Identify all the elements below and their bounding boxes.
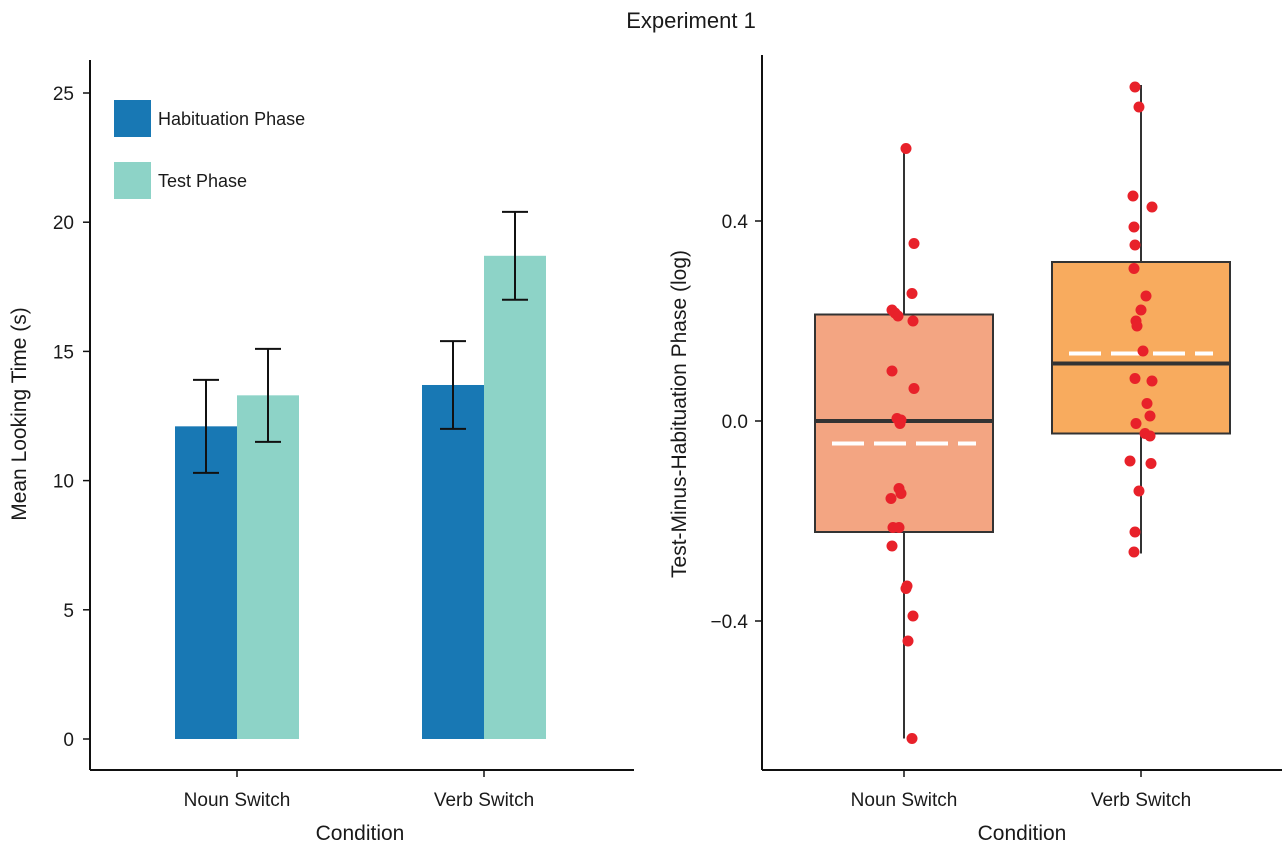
bar-chart-x-tick-label: Noun Switch <box>184 790 291 811</box>
box-chart-y-axis-title: Test-Minus-Habituation Phase (log) <box>668 250 691 578</box>
bar-chart-legend: Habituation Phase Test Phase <box>114 100 305 199</box>
bar <box>237 395 299 739</box>
data-point <box>1130 418 1142 429</box>
bar-chart-y-tick-label: 0 <box>63 730 74 751</box>
data-point <box>900 143 912 154</box>
bar-chart-y-tick-label: 10 <box>53 472 74 493</box>
bar-chart-y-tick-label: 25 <box>53 84 74 105</box>
box-chart-x-tick-label: Verb Switch <box>1091 790 1191 811</box>
data-point <box>1133 101 1145 113</box>
bar <box>422 384 484 739</box>
box-chart-y-tick-label: −0.4 <box>710 612 748 633</box>
data-point <box>1129 526 1141 538</box>
legend-label: Test Phase <box>158 171 247 191</box>
bar-chart-axes: 0 5 10 15 20 25 Noun Switch Verb Switch <box>53 60 634 811</box>
legend-swatch <box>114 162 151 199</box>
data-point <box>908 383 920 394</box>
data-point <box>1140 290 1152 302</box>
data-point <box>1146 201 1158 213</box>
box-chart-axes: 0.4 0.0 −0.4 Noun Switch Verb Switch <box>710 55 1282 811</box>
data-point <box>1128 546 1140 558</box>
box-chart-x-tick-label: Noun Switch <box>851 790 958 811</box>
data-point <box>1144 430 1156 442</box>
data-point <box>1124 455 1136 467</box>
box-chart: 0.4 0.0 −0.4 Noun Switch Verb Switch Conditi… <box>668 55 1282 845</box>
data-point <box>906 733 918 744</box>
data-point <box>1137 345 1149 357</box>
bar-chart-x-axis-title: Condition <box>316 822 405 845</box>
data-point <box>1145 458 1157 469</box>
data-point <box>1129 239 1141 251</box>
legend-swatch <box>114 100 151 137</box>
bar <box>484 255 546 740</box>
data-point <box>886 365 898 377</box>
bar-chart-y-tick-label: 5 <box>63 601 74 622</box>
data-point <box>1128 221 1140 233</box>
box-chart-y-tick-label: 0.4 <box>722 212 749 233</box>
box-chart-marks <box>814 81 1231 744</box>
data-point <box>1135 304 1147 316</box>
bar-chart: 0 5 10 15 20 25 Noun Switch Verb Switch Habitua… <box>8 60 634 845</box>
data-point <box>893 522 905 533</box>
bar-chart-y-axis-title: Mean Looking Time (s) <box>8 307 31 521</box>
bar-chart-y-tick-label: 15 <box>53 342 74 363</box>
data-point <box>907 315 919 327</box>
data-point <box>1141 398 1153 409</box>
data-point <box>885 493 897 504</box>
data-point <box>1129 373 1141 384</box>
box-chart-y-tick-label: 0.0 <box>722 412 748 433</box>
bar-chart-x-tick-label: Verb Switch <box>434 790 534 811</box>
data-point <box>1129 81 1141 93</box>
bar-chart-y-tick-label: 20 <box>53 213 74 234</box>
data-point <box>1133 485 1145 497</box>
data-point <box>1144 410 1156 422</box>
data-point <box>1127 190 1139 202</box>
data-point <box>886 540 898 552</box>
bar <box>175 426 237 739</box>
data-point <box>894 418 906 429</box>
data-point <box>895 488 907 499</box>
data-point <box>1128 263 1140 274</box>
bar-chart-marks <box>175 210 546 740</box>
data-point <box>900 583 912 594</box>
data-point <box>1146 375 1158 387</box>
figure-title: Experiment 1 <box>626 8 756 33</box>
data-point <box>907 610 919 622</box>
data-point <box>908 238 920 249</box>
data-point <box>906 288 918 299</box>
data-point <box>1131 320 1143 332</box>
data-point <box>902 635 914 647</box>
box-chart-x-axis-title: Condition <box>978 822 1067 845</box>
data-point <box>892 310 904 322</box>
legend-label: Habituation Phase <box>158 109 305 129</box>
